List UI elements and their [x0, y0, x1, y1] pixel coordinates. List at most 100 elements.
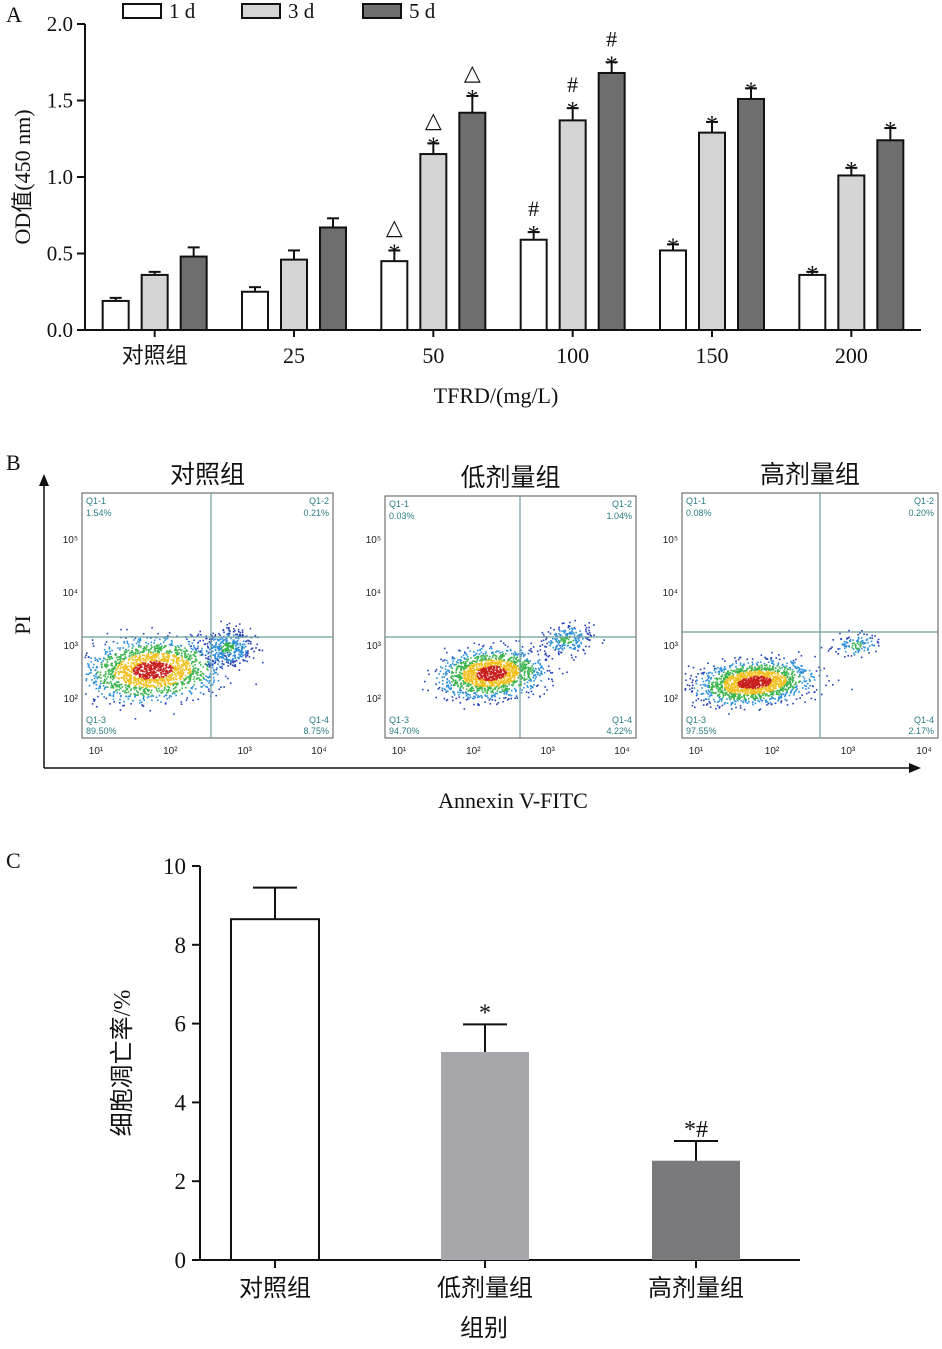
flow-event-dot [739, 678, 742, 681]
flow-event-dot [141, 670, 144, 673]
flow-event-dot [545, 646, 548, 648]
flow-event-dot [777, 673, 780, 676]
flow-event-dot [732, 701, 734, 704]
flow-event-dot [222, 642, 225, 645]
flow-event-dot [510, 679, 513, 682]
flow-event-dot [473, 673, 476, 675]
flow-event-dot [150, 659, 152, 662]
flow-event-dot [476, 666, 478, 669]
flow-event-dot [686, 684, 689, 686]
flow-event-dot [487, 672, 489, 675]
flow-event-dot [759, 695, 761, 698]
flow-event-dot [586, 638, 589, 640]
panel-a-legend-label: 1 d [169, 0, 196, 23]
flow-event-dot [478, 663, 481, 665]
flow-event-dot [168, 654, 171, 657]
flow-event-dot [474, 683, 477, 686]
flow-event-dot [767, 661, 770, 663]
flow-event-dot [147, 643, 150, 645]
flow-event-dot [782, 688, 784, 691]
flow-event-dot [571, 656, 573, 659]
flow-event-dot [155, 696, 158, 699]
flow-event-dot [574, 648, 577, 650]
flow-event-dot [708, 682, 710, 685]
flow-event-dot [226, 633, 228, 636]
flow-event-dot [157, 660, 160, 662]
flow-event-dot [756, 672, 759, 674]
flow-event-dot [136, 673, 139, 675]
flow-event-dot [186, 676, 189, 678]
flow-event-dot [493, 659, 495, 662]
flow-y-tick-label: 10³ [64, 641, 79, 652]
flow-event-dot [161, 677, 164, 679]
flow-event-dot [520, 653, 523, 656]
flow-event-dot [184, 674, 187, 677]
flow-event-dot [227, 632, 229, 635]
flow-event-dot [588, 622, 591, 624]
flow-event-dot [585, 645, 587, 648]
flow-event-dot [475, 660, 478, 663]
flow-event-dot [730, 702, 733, 704]
flow-event-dot [473, 678, 476, 681]
flow-event-dot [234, 657, 237, 660]
flow-event-dot [760, 696, 762, 699]
flow-event-dot [439, 670, 442, 673]
flow-event-dot [228, 622, 231, 625]
flow-event-dot [137, 683, 140, 685]
flow-event-dot [106, 681, 108, 684]
flow-event-dot [571, 630, 574, 633]
flow-event-dot [97, 660, 99, 663]
flow-event-dot [779, 667, 782, 670]
quadrant-q2-value: 1.04% [606, 511, 632, 521]
flow-event-dot [473, 665, 476, 668]
flow-event-dot [224, 675, 227, 678]
flow-event-dot [443, 647, 446, 650]
flow-event-dot [150, 695, 152, 698]
flow-event-dot [813, 679, 816, 681]
flow-event-dot [748, 691, 751, 694]
flow-event-dot [194, 655, 197, 658]
flow-event-dot [507, 675, 509, 677]
flow-event-dot [507, 658, 510, 661]
flow-event-dot [766, 675, 769, 677]
flow-event-dot [231, 645, 234, 648]
flow-event-dot [176, 652, 179, 655]
flow-event-dot [234, 642, 237, 645]
flow-event-dot [176, 657, 179, 659]
flow-event-dot [491, 685, 493, 687]
flow-event-dot [503, 680, 506, 682]
flow-event-dot [226, 644, 228, 647]
flow-event-dot [160, 646, 162, 649]
flow-event-dot [165, 664, 167, 667]
flow-event-dot [153, 672, 156, 675]
flow-event-dot [165, 666, 168, 668]
flow-event-dot [466, 656, 469, 658]
flow-event-dot [185, 666, 187, 668]
flow-panel: 对照组Q1-11.54%Q1-20.21%Q1-389.50%Q1-48.75%… [63, 461, 334, 757]
flow-event-dot [460, 672, 462, 675]
flow-event-dot [732, 693, 735, 695]
flow-event-dot [113, 677, 115, 680]
flow-event-dot [146, 696, 149, 699]
flow-event-dot [175, 647, 177, 649]
flow-event-dot [117, 681, 120, 684]
flow-event-dot [117, 685, 119, 687]
flow-event-dot [752, 698, 755, 700]
flow-plot-frame [681, 492, 939, 739]
flow-event-dot [730, 695, 733, 698]
flow-event-dot [574, 656, 577, 658]
flow-event-dot [488, 679, 490, 681]
flow-event-dot [483, 682, 485, 685]
flow-event-dot [200, 649, 203, 652]
flow-event-dot [524, 670, 526, 673]
flow-event-dot [202, 673, 205, 676]
flow-event-dot [434, 670, 437, 673]
flow-event-dot [768, 698, 771, 700]
flow-event-dot [508, 698, 510, 700]
flow-event-dot [473, 675, 476, 677]
flow-event-dot [140, 661, 142, 663]
flow-event-dot [144, 658, 146, 661]
flow-event-dot [738, 675, 741, 677]
flow-event-dot [245, 656, 247, 658]
flow-event-dot [238, 657, 240, 659]
